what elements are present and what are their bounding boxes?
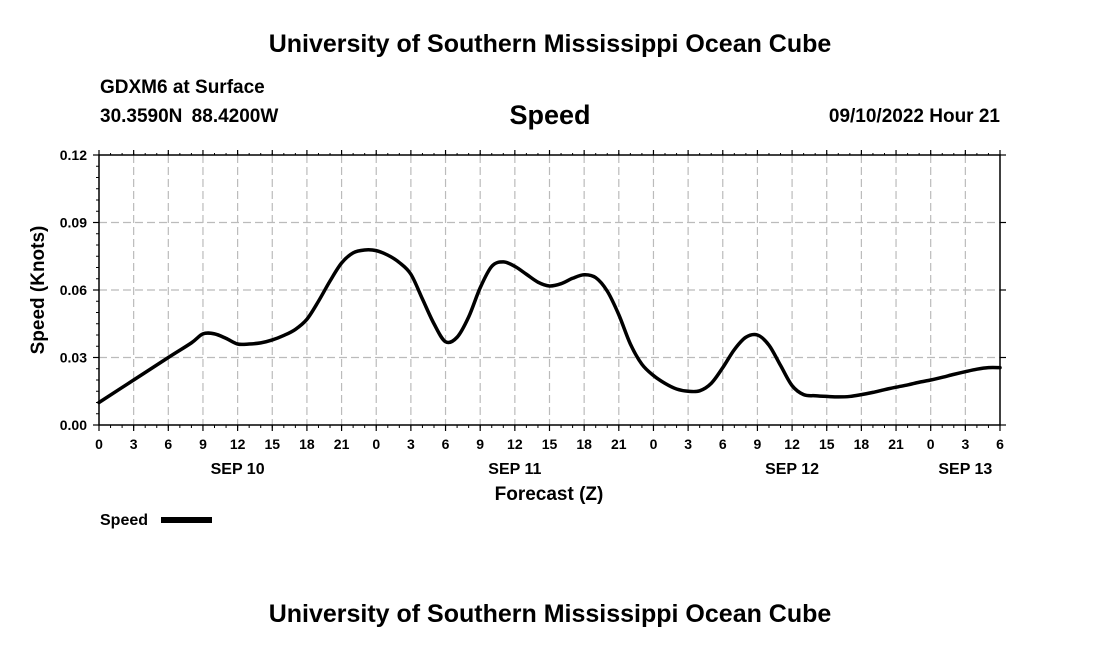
x-tick-label: 15 — [542, 436, 558, 452]
x-tick-label: 6 — [164, 436, 172, 452]
x-tick-label: 12 — [784, 436, 800, 452]
plot-frame — [98, 154, 1001, 426]
x-tick-label: 9 — [754, 436, 762, 452]
x-tick-label: 15 — [264, 436, 280, 452]
x-tick-label: 12 — [507, 436, 523, 452]
x-tick-label: 3 — [407, 436, 415, 452]
station-label: GDXM6 at Surface — [100, 77, 265, 98]
coordinates-label: 30.3590N 88.4200W — [100, 106, 279, 127]
x-tick-label: 15 — [819, 436, 835, 452]
x-tick-label: 21 — [611, 436, 627, 452]
y-tick-labels: 0.00 0.03 0.06 0.09 0.12 — [60, 147, 87, 433]
date-label: SEP 10 — [211, 461, 265, 478]
y-tick-label: 0.12 — [60, 147, 87, 163]
date-label: SEP 12 — [765, 461, 819, 478]
x-tick-label: 6 — [719, 436, 727, 452]
date-label: SEP 13 — [938, 461, 992, 478]
x-tick-labels: 0 3 6 9 12 15 18 21 0 3 6 9 12 15 18 21 0 3 6 9 12 15 18 21 0 3 6 — [95, 436, 1004, 452]
x-tick-label: 21 — [334, 436, 350, 452]
y-axis-label: Speed (Knots) — [28, 226, 49, 355]
footer-title: University of Southern Mississippi Ocean… — [268, 600, 832, 628]
x-axis-label: Forecast (Z) — [495, 484, 604, 505]
x-tick-label: 0 — [650, 436, 658, 452]
y-tick-label: 0.06 — [60, 282, 87, 298]
x-tick-label: 0 — [372, 436, 380, 452]
grid-lines — [99, 155, 1000, 425]
x-tick-label: 0 — [927, 436, 935, 452]
x-tick-label: 6 — [996, 436, 1004, 452]
x-tick-label: 21 — [888, 436, 904, 452]
x-tick-label: 18 — [576, 436, 592, 452]
speed-series-line — [97, 248, 1002, 405]
x-tick-label: 3 — [684, 436, 692, 452]
x-tick-label: 9 — [476, 436, 484, 452]
speed-chart: 0.00 0.03 0.06 0.09 0.12 0 3 6 9 12 15 18 21 0 3 6 9 12 1… — [28, 147, 1006, 529]
y-tick-label: 0.03 — [60, 350, 87, 366]
x-tick-label: 18 — [299, 436, 315, 452]
y-tick-label: 0.00 — [60, 417, 87, 433]
y-tick-label: 0.09 — [60, 215, 87, 231]
legend-label: Speed — [100, 512, 148, 529]
date-label: SEP 11 — [488, 461, 541, 478]
forecast-datetime: 09/10/2022 Hour 21 — [828, 106, 1000, 127]
x-tick-label: 3 — [130, 436, 138, 452]
x-tick-label: 6 — [442, 436, 450, 452]
date-labels: SEP 10 SEP 11 SEP 12 SEP 13 — [211, 461, 993, 478]
x-tick-label: 0 — [95, 436, 103, 452]
x-tick-label: 18 — [854, 436, 870, 452]
chart-title: Speed — [509, 100, 591, 130]
x-tick-label: 9 — [199, 436, 207, 452]
page-title: University of Southern Mississippi Ocean… — [268, 30, 832, 58]
x-tick-label: 12 — [230, 436, 246, 452]
x-tick-label: 3 — [961, 436, 969, 452]
